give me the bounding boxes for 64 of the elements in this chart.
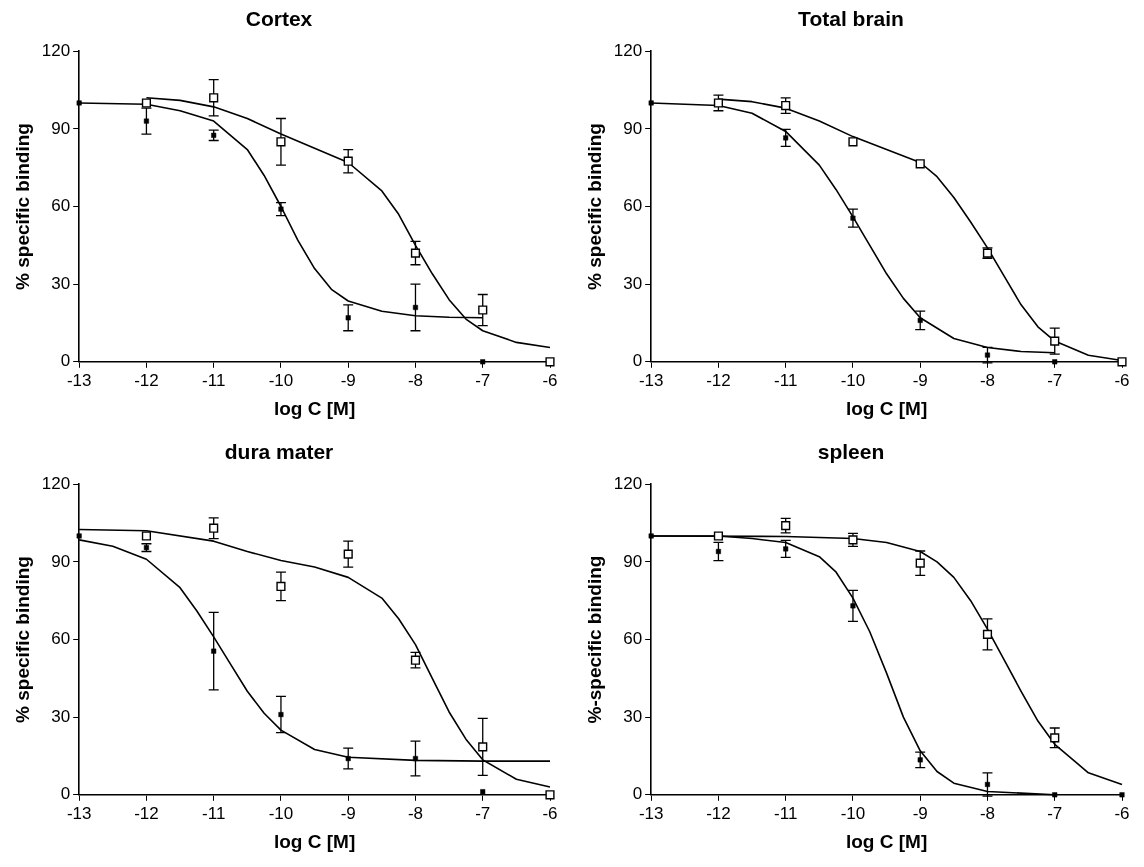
y-tick-label: 90 <box>623 118 643 138</box>
x-tick-label: -7 <box>1047 803 1063 823</box>
x-tick-label: -6 <box>1114 370 1130 390</box>
x-tick-label: -12 <box>134 370 159 390</box>
y-tick-label: 60 <box>623 196 643 216</box>
y-tick-label: 60 <box>51 629 71 649</box>
y-tick-label: 0 <box>632 784 643 804</box>
y-tick-label: 30 <box>51 273 71 293</box>
y-tick-label: 90 <box>623 551 643 571</box>
y-tick-label: 0 <box>60 784 71 804</box>
x-tick-label: -10 <box>840 803 866 823</box>
x-tick-label: -9 <box>340 803 356 823</box>
chart-title: dura mater <box>224 440 334 464</box>
y-tick-label: 30 <box>51 706 71 726</box>
chart-title: spleen <box>817 440 885 464</box>
x-tick-label: -13 <box>66 803 92 823</box>
y-tick-label: 60 <box>51 196 71 216</box>
x-tick-label: -10 <box>268 803 294 823</box>
x-tick-label: -7 <box>475 803 491 823</box>
x-tick-label: -13 <box>638 370 664 390</box>
y-tick-label: 120 <box>613 40 643 60</box>
y-axis-title: % specific binding <box>11 556 33 723</box>
x-tick-label: -10 <box>840 370 866 390</box>
y-tick-label: 120 <box>613 473 643 493</box>
y-tick-label: 0 <box>632 351 643 371</box>
x-tick-label: -9 <box>340 370 356 390</box>
y-tick-label: 120 <box>41 473 71 493</box>
y-axis-title: % specific binding <box>11 123 33 290</box>
y-tick-label: 120 <box>41 40 71 60</box>
y-tick-label: 90 <box>51 551 71 571</box>
x-tick-label: -8 <box>979 803 996 823</box>
x-tick-label: -12 <box>134 803 159 823</box>
chart-title: Cortex <box>245 7 313 31</box>
y-tick-label: 0 <box>60 351 71 371</box>
y-axis-title: %-specific binding <box>583 555 605 724</box>
x-tick-label: -13 <box>638 803 664 823</box>
x-tick-label: -11 <box>774 803 798 823</box>
y-tick-label: 30 <box>623 706 643 726</box>
x-tick-label: -8 <box>979 370 996 390</box>
x-tick-label: -6 <box>1114 803 1130 823</box>
x-tick-label: -7 <box>475 370 491 390</box>
x-tick-label: -10 <box>268 370 294 390</box>
x-axis-title: log C [M] <box>273 830 356 852</box>
y-tick-label: 90 <box>51 118 71 138</box>
x-tick-label: -11 <box>202 370 226 390</box>
y-tick-label: 30 <box>623 273 643 293</box>
x-tick-label: -6 <box>542 370 558 390</box>
x-tick-label: -11 <box>774 370 798 390</box>
x-tick-label: -8 <box>407 803 424 823</box>
x-tick-label: -13 <box>66 370 92 390</box>
x-tick-label: -9 <box>912 370 928 390</box>
y-tick-label: 60 <box>623 629 643 649</box>
x-tick-label: -11 <box>202 803 226 823</box>
y-axis-title: % specific binding <box>583 123 605 290</box>
x-axis-title: log C [M] <box>273 397 356 419</box>
x-axis-title: log C [M] <box>845 830 928 852</box>
x-tick-label: -8 <box>407 370 424 390</box>
x-tick-label: -6 <box>542 803 558 823</box>
x-tick-label: -7 <box>1047 370 1063 390</box>
x-tick-label: -12 <box>706 803 731 823</box>
x-tick-label: -12 <box>706 370 731 390</box>
x-tick-label: -9 <box>912 803 928 823</box>
x-axis-title: log C [M] <box>845 397 928 419</box>
chart-title: Total brain <box>798 7 904 31</box>
